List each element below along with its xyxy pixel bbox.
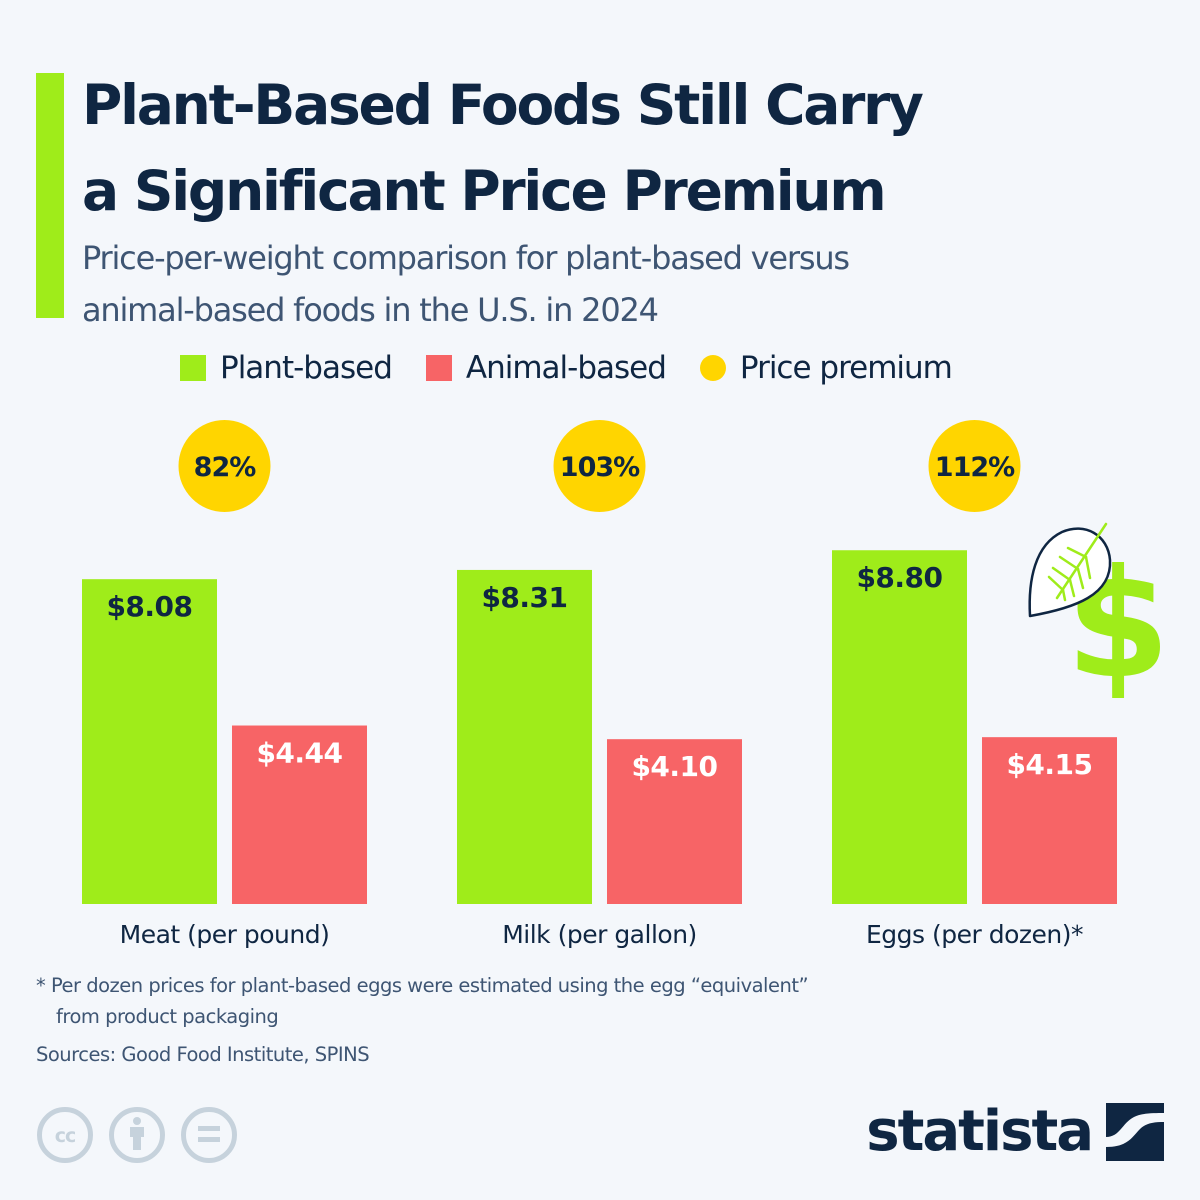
bar-animal-based (607, 739, 742, 904)
bar-animal-based (982, 737, 1117, 904)
premium-label: 112% (935, 452, 1015, 483)
brand-name: statista (866, 1099, 1094, 1164)
premium-label: 103% (560, 452, 640, 483)
legend-label-plant: Plant-based (220, 350, 393, 386)
statista-logo[interactable]: statista (866, 1100, 1164, 1164)
no-derivatives-icon[interactable] (180, 1106, 238, 1164)
legend-item-plant: Plant-based (180, 350, 393, 386)
value-label-plant: $8.08 (106, 590, 192, 623)
legend-swatch-plant (180, 355, 206, 381)
value-label-animal: $4.44 (256, 737, 342, 770)
sources: Sources: Good Food Institute, SPINS (36, 1043, 370, 1066)
category-label: Milk (per gallon) (502, 920, 697, 949)
value-label-plant: $8.80 (856, 561, 942, 594)
bars-layer (82, 420, 1117, 904)
title-line-1: Plant-Based Foods Still Carry (82, 73, 924, 137)
premium-label: 82% (194, 452, 257, 483)
legend-swatch-premium (699, 355, 726, 381)
footnote-line-1: * Per dozen prices for plant-based eggs … (36, 974, 809, 997)
subtitle-line-1: Price-per-weight comparison for plant-ba… (82, 239, 850, 277)
leaf-icon (1028, 522, 1112, 618)
labels-layer: $8.08 $4.44 82% Meat (per pound) $8.31 $4.10 1… (106, 452, 1093, 949)
legend-swatch-animal (425, 355, 452, 381)
legend-item-animal: Animal-based (425, 350, 667, 386)
title-accent-bar (36, 73, 64, 318)
bar-plant-based (832, 550, 967, 904)
license-icons: cc (36, 1106, 238, 1164)
attribution-icon[interactable] (108, 1106, 166, 1164)
premium-circle (178, 420, 271, 512)
bar-animal-based (232, 725, 367, 904)
bar-plant-based (82, 579, 217, 904)
subtitle-line-2: animal-based foods in the U.S. in 2024 (82, 291, 659, 329)
value-label-plant: $8.31 (481, 581, 567, 614)
bar-plant-based (457, 569, 592, 904)
footnote: * Per dozen prices for plant-based eggs … (36, 970, 809, 1032)
legend-item-premium: Price premium (699, 350, 953, 386)
title-line-2: a Significant Price Premium (82, 159, 887, 223)
legend-label-premium: Price premium (739, 350, 953, 386)
chart-subtitle: Price-per-weight comparison for plant-ba… (82, 232, 1132, 336)
value-label-animal: $4.10 (631, 750, 717, 783)
category-label: Eggs (per dozen)* (866, 920, 1083, 949)
legend-label-animal: Animal-based (465, 350, 667, 386)
cc-icon[interactable]: cc (36, 1106, 94, 1164)
svg-text:cc: cc (55, 1125, 76, 1147)
chart-title: Plant-Based Foods Still Carry a Signific… (82, 62, 1182, 234)
premium-circle (928, 420, 1021, 512)
footnote-line-2: from product packaging (56, 1005, 279, 1028)
statista-logo-icon (1106, 1103, 1164, 1161)
legend: Plant-based Animal-based Price premium (180, 348, 986, 388)
premium-circle (553, 420, 646, 512)
value-label-animal: $4.15 (1006, 748, 1092, 781)
category-label: Meat (per pound) (120, 920, 330, 949)
